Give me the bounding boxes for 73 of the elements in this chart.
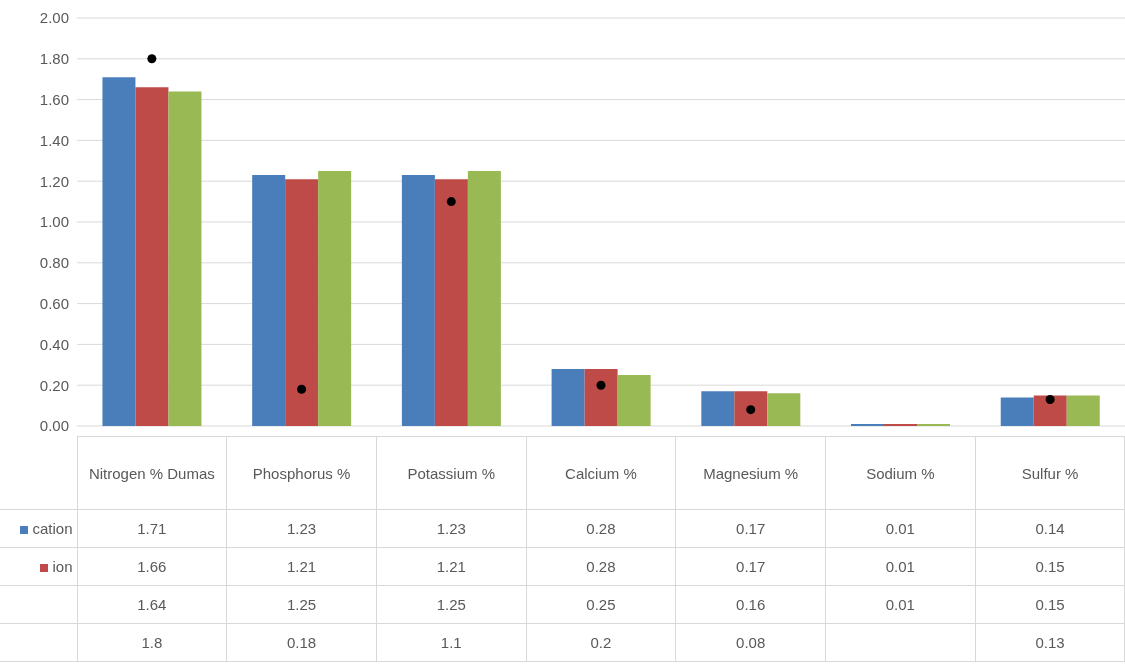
bar [434, 179, 468, 426]
data-label: 1.1 [376, 623, 527, 662]
legend-label: ion [0, 547, 77, 586]
data-label: 1.25 [376, 585, 527, 624]
data-label: 0.15 [975, 585, 1125, 624]
data-label: 0.01 [825, 509, 976, 548]
data-label: 0.28 [526, 547, 676, 586]
x-tick-label: Nitrogen % Dumas [77, 436, 227, 510]
data-label: 1.21 [376, 547, 527, 586]
bar [851, 423, 885, 426]
data-label: 0.28 [526, 509, 676, 548]
data-label: 0.01 [825, 547, 976, 586]
data-label: 1.25 [226, 585, 377, 624]
bar [1033, 395, 1067, 426]
x-tick-label: Sulfur % [975, 436, 1125, 510]
data-label: 1.71 [77, 509, 227, 548]
y-tick-label: 1.00 [39, 213, 69, 231]
bar [168, 91, 202, 426]
bar [701, 391, 735, 426]
y-tick-label: 0.40 [39, 335, 69, 353]
bar [551, 368, 585, 426]
data-label: 1.66 [77, 547, 227, 586]
bar [1000, 397, 1034, 426]
data-label: 0.17 [675, 547, 826, 586]
bar [617, 375, 651, 426]
y-tick-label: 0.60 [39, 294, 69, 312]
point [147, 54, 157, 64]
data-label: 0.18 [226, 623, 377, 662]
bar [285, 179, 319, 426]
bar [401, 175, 435, 426]
y-tick-label: 1.60 [39, 90, 69, 108]
data-label: 0.16 [675, 585, 826, 624]
bar [767, 393, 801, 426]
data-label: 0.01 [825, 585, 976, 624]
data-label: 0.08 [675, 623, 826, 662]
data-label: 0.14 [975, 509, 1125, 548]
point [446, 197, 456, 207]
data-label: 0.15 [975, 547, 1125, 586]
point [297, 384, 307, 394]
x-tick-label: Magnesium % [675, 436, 826, 510]
y-tick-label: 1.20 [39, 172, 69, 190]
x-tick-label: Phosphorus % [226, 436, 377, 510]
y-tick-label: 2.00 [39, 9, 69, 27]
point [1045, 394, 1055, 404]
data-label: 0.2 [526, 623, 676, 662]
data-label: 1.8 [77, 623, 227, 662]
bar [467, 171, 501, 426]
x-tick-label: Sodium % [825, 436, 976, 510]
bar [318, 171, 352, 426]
data-label: 0.13 [975, 623, 1125, 662]
y-tick-label: 0.80 [39, 254, 69, 272]
y-tick-label: 1.80 [39, 50, 69, 68]
y-tick-label: 0.00 [39, 417, 69, 435]
data-label: 1.64 [77, 585, 227, 624]
bar [734, 391, 768, 426]
bar [1066, 395, 1100, 426]
data-label: 1.21 [226, 547, 377, 586]
data-label: 1.23 [226, 509, 377, 548]
data-label: 0.25 [526, 585, 676, 624]
bar [135, 87, 169, 426]
legend-label: cation [0, 509, 77, 548]
data-label: 1.23 [376, 509, 527, 548]
point [596, 380, 606, 390]
bar [584, 368, 618, 426]
bar [252, 175, 286, 426]
x-tick-label: Potassium % [376, 436, 527, 510]
bar [917, 423, 951, 426]
y-tick-label: 0.20 [39, 376, 69, 394]
y-tick-label: 1.40 [39, 131, 69, 149]
bar [102, 77, 136, 426]
data-label: 0.17 [675, 509, 826, 548]
bar [884, 423, 918, 426]
x-tick-label: Calcium % [526, 436, 676, 510]
